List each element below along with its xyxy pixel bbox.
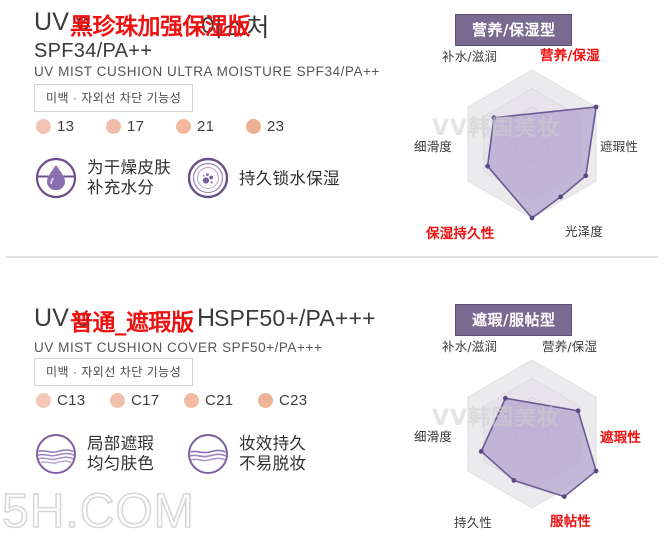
shade-label: C17 bbox=[131, 392, 160, 409]
product-spf-1: SPF34/PA++ bbox=[34, 40, 153, 62]
function-badge-1: 미백 · 자외선 차단 기능성 bbox=[34, 84, 194, 112]
shade-item[interactable]: C13 bbox=[36, 392, 110, 409]
product-spf-2: SPF50+/PA+++ bbox=[214, 305, 376, 331]
feature-line-1: 持久锁水保湿 bbox=[239, 170, 340, 188]
axis-label-coverage: 遮瑕性 bbox=[600, 430, 642, 446]
brand-watermark: VV韩国美妆 bbox=[432, 116, 561, 141]
radar-plot-1: VV韩国美妆 bbox=[400, 48, 664, 244]
shade-label: 23 bbox=[267, 118, 285, 135]
shade-label: 13 bbox=[57, 118, 75, 135]
product-title-2: UV ᴏ H 普通_遮瑕版 SPF50+/PA+++ bbox=[34, 304, 414, 336]
chart-title-badge-1: 营养/保湿型 bbox=[455, 14, 573, 46]
function-badge-wrap-2: 미백 · 자외선 차단 기능성 bbox=[34, 358, 194, 386]
shade-swatch-icon bbox=[258, 393, 273, 408]
shade-item[interactable]: 21 bbox=[176, 118, 246, 135]
shade-item[interactable]: 13 bbox=[36, 118, 106, 135]
moisture-lock-icon bbox=[186, 156, 230, 200]
product-title-prefix: UV ᴏ bbox=[34, 304, 91, 332]
shade-label: 21 bbox=[197, 118, 215, 135]
coverage-icon bbox=[34, 432, 78, 476]
product-info-2: UV ᴏ H 普通_遮瑕版 SPF50+/PA+++ UV MIST CUSHI… bbox=[34, 292, 414, 474]
axis-label-smoothness: 细滑度 bbox=[414, 429, 453, 444]
function-badge-2: 미백 · 자외선 차단 기능성 bbox=[34, 358, 194, 386]
feature-line-2: 补充水分 bbox=[87, 179, 155, 197]
brand-watermark: VV韩国美妆 bbox=[432, 406, 561, 431]
feature-item-hydration: 건조한 피부에 수분 공급 为干燥皮肤 补充水分 bbox=[34, 155, 186, 200]
product-block-cover: UV ᴏ H 普通_遮瑕版 SPF50+/PA+++ UV MIST CUSHI… bbox=[0, 292, 664, 536]
axis-label-nutrition: 营养/保湿 bbox=[542, 339, 598, 354]
shade-swatch-icon bbox=[36, 119, 51, 134]
axis-label-hydration: 补水/滋润 bbox=[442, 339, 498, 354]
radar-points-1 bbox=[485, 104, 599, 221]
axis-label-coverage: 遮瑕性 bbox=[600, 139, 639, 154]
feature-text-hydration: 건조한 피부에 수분 공급 为干燥皮肤 补充水分 bbox=[87, 155, 171, 198]
shade-swatch-icon bbox=[246, 119, 261, 134]
radar-points-2 bbox=[478, 395, 599, 499]
shade-swatch-icon bbox=[110, 393, 125, 408]
function-badge-wrap-1: 미백 · 자외선 차단 기능성 bbox=[34, 84, 194, 112]
feature-text-adhesion: 오래가는 밀착력 妆效持久 不易脱妆 bbox=[239, 430, 351, 474]
water-drop-icon bbox=[34, 156, 78, 200]
shade-item[interactable]: C17 bbox=[110, 392, 184, 409]
product-block-ultra-moisture: UV ᴏ 이스처 黑珍珠加强保湿版 SPF34/PA++ UV MIST CUS… bbox=[0, 0, 664, 256]
shade-label: C13 bbox=[57, 392, 86, 409]
axis-label-moisture-lasting: 保湿持久性 bbox=[426, 226, 495, 242]
feature-item-adhesion: 오래가는 밀착력 妆效持久 不易脱妆 bbox=[186, 430, 351, 476]
product-title-ko-tail: 이스처 bbox=[200, 14, 270, 42]
shade-label: C21 bbox=[205, 392, 234, 409]
adhesion-icon bbox=[186, 432, 230, 476]
product-title-prefix: UV ᴏ bbox=[34, 8, 91, 36]
axis-label-lasting: 持久性 bbox=[454, 515, 493, 530]
feature-ko-overlay: 밀착력 bbox=[317, 457, 352, 471]
shade-item[interactable]: 17 bbox=[106, 118, 176, 135]
shade-item[interactable]: C21 bbox=[184, 392, 258, 409]
radar-svg-1 bbox=[467, 69, 599, 221]
axis-label-glow: 光泽度 bbox=[565, 224, 604, 239]
axis-label-adhesion: 服帖性 bbox=[550, 514, 592, 530]
feature-line-1: 妆效持久 bbox=[239, 435, 307, 453]
axis-label-nutrition: 营养/保湿 bbox=[540, 48, 600, 64]
feature-item-coverage: 부분 커버 커버력 局部遮瑕 均匀肤色 bbox=[34, 430, 199, 476]
product-title-cn: 普通_遮瑕版 bbox=[70, 310, 194, 336]
shade-swatch-icon bbox=[184, 393, 199, 408]
shade-swatch-icon bbox=[36, 393, 51, 408]
product-title-ko-tail: H bbox=[197, 304, 216, 332]
radar-plot-2: VV韩国美妆 bbox=[400, 338, 664, 534]
shade-swatch-icon bbox=[176, 119, 191, 134]
feature-list-2: 부분 커버 커버력 局部遮瑕 均匀肤色 bbox=[34, 430, 351, 476]
shade-label: 17 bbox=[127, 118, 145, 135]
product-subtitle-en-2: UV MIST CUSHION COVER SPF50+/PA+++ bbox=[34, 340, 323, 355]
product-title-cn: 黑珍珠加强保湿版 bbox=[70, 14, 251, 40]
feature-line-2: 不易脱妆 bbox=[239, 455, 307, 473]
feature-line-1: 局部遮瑕 bbox=[87, 435, 155, 453]
radar-svg-2 bbox=[467, 359, 599, 509]
chart-title-badge-2: 遮瑕/服帖型 bbox=[455, 304, 573, 336]
product-title-1: UV ᴏ 이스처 黑珍珠加强保湿版 bbox=[34, 8, 414, 42]
feature-list-1: 건조한 피부에 수분 공급 为干燥皮肤 补充水分 bbox=[34, 155, 340, 200]
shade-list-2: C13 C17 C21 C23 bbox=[36, 392, 307, 409]
feature-text-moisture-lock: 오랜 시간 촉촉함 지속 持久锁水保湿 bbox=[239, 161, 340, 200]
product-info-1: UV ᴏ 이스처 黑珍珠加强保湿版 SPF34/PA++ UV MIST CUS… bbox=[34, 0, 414, 200]
section-divider bbox=[6, 256, 658, 258]
shade-item[interactable]: 23 bbox=[246, 118, 284, 135]
feature-line-1: 为干燥皮肤 bbox=[87, 159, 171, 177]
shade-list-1: 13 17 21 23 bbox=[36, 118, 284, 135]
feature-line-2: 均匀肤色 bbox=[87, 455, 155, 473]
shade-label: C23 bbox=[279, 392, 308, 409]
axis-label-smoothness: 细滑度 bbox=[414, 139, 453, 154]
site-watermark-logo: 5H.COM bbox=[1, 484, 195, 536]
axis-label-hydration: 补水/滋润 bbox=[442, 49, 498, 64]
product-subtitle-en-1: UV MIST CUSHION ULTRA MOISTURE SPF34/PA+… bbox=[34, 64, 380, 79]
feature-item-moisture-lock: 오랜 시간 촉촉함 지속 持久锁水保湿 bbox=[186, 156, 340, 200]
shade-swatch-icon bbox=[106, 119, 121, 134]
feature-text-coverage: 부분 커버 커버력 局部遮瑕 均匀肤色 bbox=[87, 430, 199, 474]
shade-item[interactable]: C23 bbox=[258, 392, 307, 409]
